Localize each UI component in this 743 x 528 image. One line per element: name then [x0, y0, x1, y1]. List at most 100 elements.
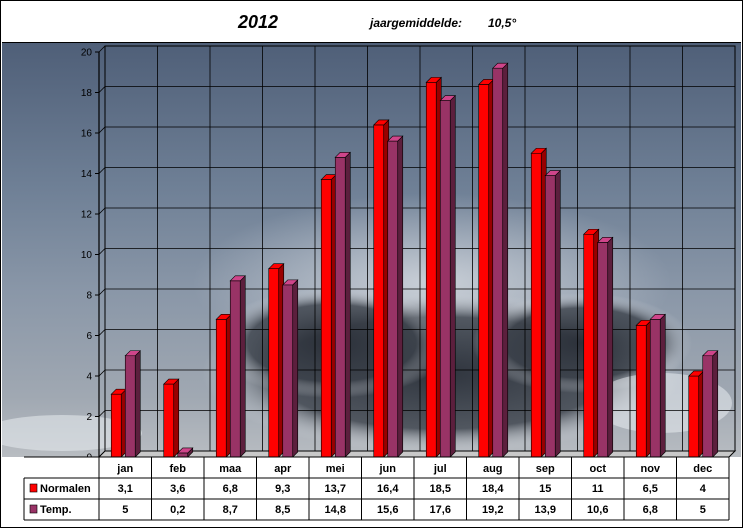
data-value-label: 13,9	[535, 504, 556, 516]
bar-normalen	[530, 147, 547, 458]
bar-temp	[702, 350, 719, 458]
bar-normalen-front	[373, 124, 385, 458]
bar-normalen	[110, 388, 127, 458]
x-tick-label: jun	[379, 463, 397, 475]
bar-temp	[439, 94, 456, 458]
y-tick-label: 16	[81, 129, 93, 140]
bar-temp-top	[439, 95, 456, 101]
bar-temp	[492, 62, 509, 458]
bar-temp-front	[282, 284, 294, 458]
x-tick-label: jan	[116, 463, 133, 475]
data-value-label: 19,2	[482, 504, 503, 516]
gridline-side	[98, 45, 106, 53]
bar-temp-top	[124, 350, 141, 357]
bar-normalen	[373, 119, 390, 458]
data-value-label: 8,5	[275, 504, 290, 516]
x-tick-label: oct	[590, 463, 607, 475]
bar-temp-front	[649, 318, 661, 458]
bar-temp-side	[712, 350, 719, 458]
legend-key-temp	[29, 504, 38, 514]
bar-temp-side	[659, 313, 666, 458]
y-tick-label: 10	[81, 250, 93, 261]
data-value-label: 18,5	[430, 483, 451, 495]
gridline-side	[98, 329, 106, 336]
bar-temp-top	[649, 313, 666, 320]
bar-temp-front	[124, 355, 136, 458]
x-tick-label: feb	[170, 463, 187, 475]
data-value-label: 16,4	[377, 483, 399, 495]
bar-normalen-top	[373, 119, 390, 126]
y-tick-label: 14	[81, 169, 93, 180]
bar-temp-side	[607, 236, 614, 458]
bar-normalen	[425, 76, 442, 458]
chart-header: 2012 jaargemiddelde: 10,5°	[2, 2, 741, 43]
bar-temp-side	[134, 350, 141, 458]
data-value-label: 6,5	[643, 483, 658, 495]
bar-temp-side	[344, 151, 351, 458]
bar-normalen-front	[320, 179, 332, 458]
bar-normalen-front	[163, 383, 175, 458]
bar-temp-side	[449, 94, 456, 458]
bar-temp	[229, 275, 246, 458]
bar-temp-front	[229, 280, 241, 458]
bar-normalen	[478, 78, 495, 458]
bar-temp-side	[239, 275, 246, 458]
bar-normalen-front	[268, 268, 280, 458]
data-value-label: 10,6	[587, 504, 608, 516]
data-table-background	[2, 457, 741, 520]
bar-temp	[177, 447, 194, 458]
legend-key-normalen	[29, 483, 38, 493]
chart-title: 2012	[238, 12, 279, 32]
y-tick-label: 20	[81, 48, 93, 59]
bar-normalen-top	[583, 228, 600, 235]
annual-mean-value: 10,5°	[488, 16, 517, 30]
bar-temp	[387, 135, 404, 458]
bar-temp-top	[702, 350, 719, 357]
x-tick-label: mei	[326, 463, 345, 475]
legend-label-temp: Temp.	[40, 504, 72, 516]
data-value-label: 6,8	[643, 504, 658, 516]
bar-normalen-front	[478, 84, 490, 458]
bar-temp-front	[177, 452, 189, 458]
bar-normalen-front	[425, 82, 437, 458]
y-tick-label: 2	[86, 412, 92, 423]
annual-mean-label: jaargemiddelde:	[370, 16, 463, 30]
bar-chart: 02468101214161820 janfebmaaaprmeijunjula…	[2, 43, 741, 521]
data-value-label: 17,6	[430, 504, 451, 516]
bar-temp-top	[177, 447, 194, 454]
bar-temp-front	[597, 242, 609, 458]
bar-temp-front	[439, 100, 451, 458]
bar-normalen-top	[425, 77, 442, 83]
data-value-label: 3,1	[118, 483, 133, 495]
data-value-label: 0,2	[170, 504, 185, 516]
bar-normalen-front	[583, 233, 595, 458]
bar-temp	[334, 151, 351, 458]
x-tick-label: nov	[640, 463, 660, 475]
y-tick-label: 18	[81, 88, 93, 99]
data-value-label: 3,6	[170, 483, 185, 495]
x-tick-label: apr	[274, 463, 292, 475]
y-tick-label: 4	[86, 372, 92, 383]
bar-temp-top	[282, 279, 299, 286]
bar-normalen-side	[173, 378, 180, 458]
bar-normalen	[688, 370, 705, 458]
data-value-label: 15,6	[377, 504, 398, 516]
bar-temp	[649, 313, 666, 458]
bar-normalen-front	[688, 375, 700, 458]
bar-temp	[124, 350, 141, 458]
bar-normalen-front	[530, 152, 542, 458]
data-value-label: 6,8	[223, 483, 238, 495]
bar-normalen	[215, 313, 232, 458]
bar-temp-top	[492, 62, 509, 69]
bar-temp	[544, 169, 561, 458]
bar-temp-top	[544, 170, 561, 176]
bar-temp-top	[387, 135, 404, 142]
bar-temp-top	[334, 152, 351, 158]
bar-normalen	[635, 319, 652, 458]
bar-temp-side	[292, 279, 299, 458]
data-value-label: 8,7	[223, 504, 238, 516]
bar-normalen-front	[110, 393, 122, 458]
bar-normalen	[320, 173, 337, 458]
data-value-label: 5	[122, 504, 128, 516]
